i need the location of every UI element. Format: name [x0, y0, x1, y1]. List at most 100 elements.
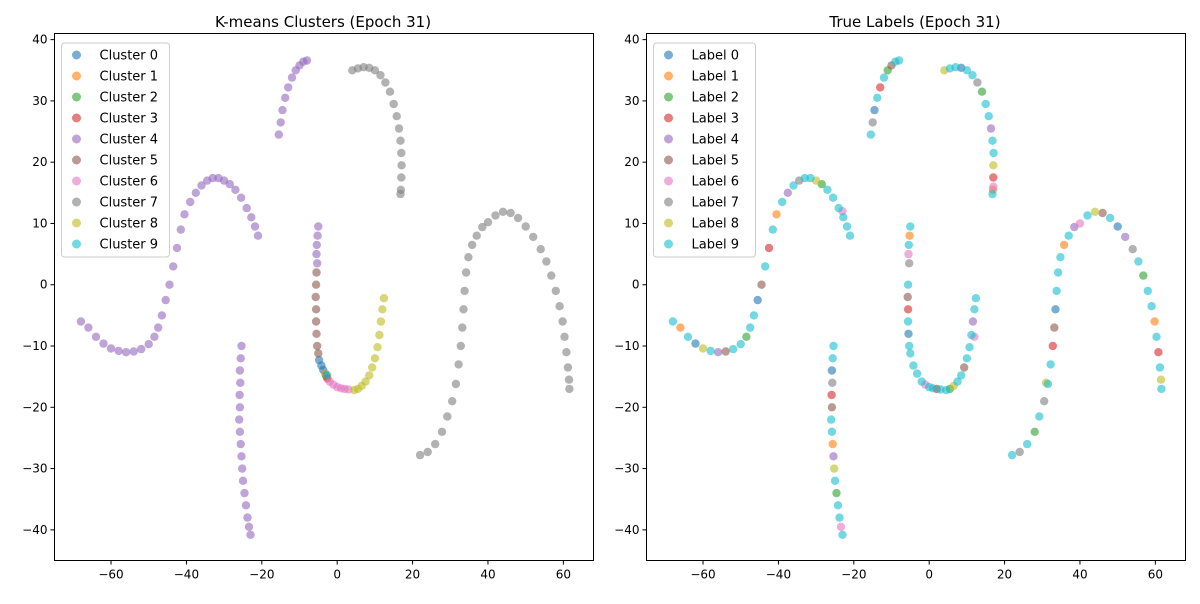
scatter-point	[836, 522, 846, 531]
scatter-point	[965, 343, 974, 352]
scatter-point	[443, 412, 452, 421]
legend-label: Cluster 0	[100, 49, 159, 64]
scatter-point	[555, 302, 564, 311]
scatter-point	[904, 249, 913, 259]
legend-marker	[664, 218, 673, 228]
scatter-point	[191, 188, 200, 197]
legend-label: Cluster 4	[100, 133, 159, 148]
scatter-point	[373, 343, 382, 352]
scatter-point	[235, 390, 244, 400]
scatter-point	[397, 173, 406, 182]
scatter-point	[197, 181, 206, 190]
plot-frame	[54, 33, 594, 561]
scatter-point	[676, 323, 685, 332]
scatter-point	[1113, 222, 1122, 231]
scatter-point	[830, 464, 839, 473]
scatter-point	[764, 243, 774, 253]
scatter-point	[917, 377, 926, 386]
scatter-point	[1098, 208, 1107, 218]
scatter-point	[1052, 286, 1061, 296]
scatter-point	[968, 317, 978, 326]
scatter-point	[365, 371, 374, 380]
legend-label: Cluster 3	[100, 112, 159, 127]
scatter-point	[236, 439, 245, 449]
legend-marker	[72, 176, 81, 186]
scatter-point	[829, 452, 838, 461]
scatter-point	[312, 268, 321, 277]
y-tick-label: −20	[22, 400, 47, 414]
scatter-point	[1139, 271, 1148, 280]
legend-label: Cluster 6	[100, 175, 159, 190]
scatter-point	[464, 253, 473, 262]
scatter-point	[827, 403, 837, 412]
scatter-point	[1030, 427, 1039, 436]
scatter-point	[986, 124, 996, 133]
x-tick-label: 20	[997, 568, 1012, 582]
scatter-point	[905, 231, 914, 240]
scatter-point	[698, 344, 708, 353]
scatter-point	[953, 377, 962, 386]
scatter-point	[311, 292, 320, 302]
scatter-point	[241, 501, 251, 510]
legend-label: Label 6	[692, 175, 739, 190]
scatter-point	[375, 330, 384, 340]
legend-label: Cluster 7	[100, 196, 159, 211]
legend: Label 0 Label 1 Label 2 Label 3 Label 4 Label…	[653, 42, 756, 258]
x-tick-label: −20	[249, 568, 274, 582]
scatter-point	[396, 136, 405, 145]
legend-marker	[664, 92, 673, 102]
scatter-point	[150, 332, 159, 341]
legend-marker	[72, 92, 81, 102]
scatter-point	[951, 62, 960, 72]
legend-marker	[72, 218, 81, 228]
scatter-point	[478, 222, 487, 232]
scatter-point	[448, 397, 457, 406]
scatter-point	[1075, 219, 1085, 228]
legend-marker	[72, 71, 81, 81]
scatter-point	[903, 280, 913, 289]
scatter-point	[713, 348, 723, 357]
scatter-point	[368, 363, 377, 372]
scatter-point	[829, 341, 838, 351]
scatter-point	[988, 189, 997, 199]
x-tick-label: 40	[1072, 568, 1087, 582]
scatter-point	[244, 522, 254, 531]
scatter-point	[394, 124, 404, 133]
scatter-point	[1152, 332, 1161, 341]
scatter-point	[313, 341, 322, 351]
legend-label: Label 9	[692, 238, 739, 253]
scatter-point	[1056, 253, 1065, 262]
scatter-point	[1154, 348, 1163, 357]
scatter-point	[237, 452, 246, 461]
y-tick-label: 0	[40, 278, 48, 292]
scatter-point	[562, 348, 571, 357]
scatter-point	[962, 66, 972, 75]
y-tick-label: 20	[32, 155, 47, 169]
scatter-point	[834, 203, 843, 213]
y-tick-label: 30	[32, 94, 47, 108]
scatter-point	[868, 118, 877, 127]
scatter-point	[905, 341, 914, 351]
scatter-point	[253, 231, 263, 240]
scatter-point	[904, 240, 913, 250]
scatter-point	[828, 439, 837, 449]
scatter-point	[873, 93, 882, 103]
scatter-point	[984, 112, 993, 121]
scatter-point	[235, 403, 245, 412]
scatter-point	[1059, 240, 1069, 250]
scatter-point	[370, 66, 380, 75]
scatter-point	[284, 83, 293, 92]
scatter-point	[491, 211, 500, 220]
scatter-point	[236, 193, 246, 202]
scatter-point	[729, 344, 738, 354]
scatter-point	[828, 193, 838, 202]
scatter-point	[460, 286, 469, 296]
scatter-point	[757, 280, 766, 289]
scatter-point	[835, 513, 844, 522]
scatter-point	[378, 305, 387, 314]
scatter-point	[942, 385, 951, 395]
scatter-point	[823, 185, 832, 194]
scatter-point	[845, 231, 855, 240]
scatter-point	[967, 330, 976, 340]
